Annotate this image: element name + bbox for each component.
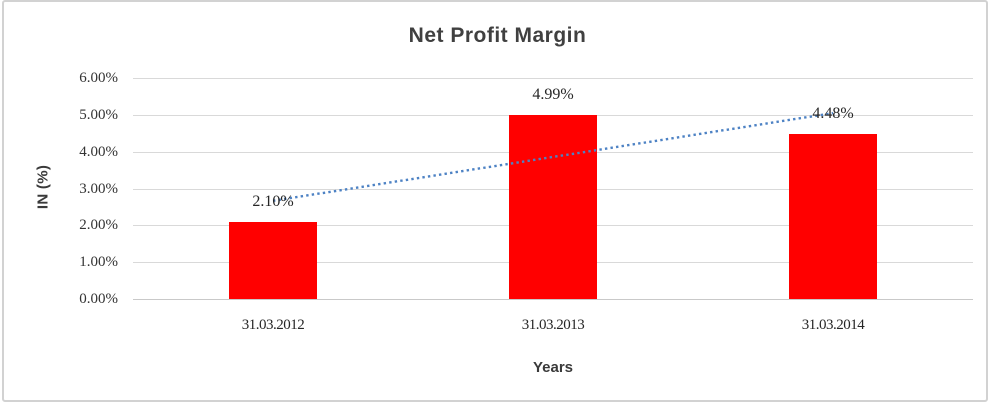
bar-value-label: 4.99% xyxy=(532,86,574,103)
x-category-label: 31.03.2013 xyxy=(521,317,585,333)
y-tick-label: 2.00% xyxy=(79,217,118,233)
y-tick-label: 3.00% xyxy=(79,181,118,197)
x-axis-title: Years xyxy=(532,359,574,376)
y-tick-label: 0.00% xyxy=(79,291,118,307)
plot-area: 2.10% 4.99% 4.48% xyxy=(133,78,973,300)
x-category-label: 31.03.2012 xyxy=(241,317,305,333)
trendline xyxy=(272,111,834,202)
y-tick-label: 5.00% xyxy=(79,107,118,123)
gridline xyxy=(133,78,973,79)
y-tick-label: 6.00% xyxy=(79,70,118,86)
bar xyxy=(509,115,597,299)
bar-value-label: 2.10% xyxy=(252,193,294,210)
y-tick-label: 1.00% xyxy=(79,254,118,270)
x-category-label: 31.03.2014 xyxy=(801,317,865,333)
bar xyxy=(229,222,317,299)
chart-title: Net Profit Margin xyxy=(408,24,587,47)
y-tick-label: 4.00% xyxy=(79,144,118,160)
bar xyxy=(789,134,877,299)
gridline xyxy=(133,299,973,300)
bar-value-label: 4.48% xyxy=(812,105,854,122)
